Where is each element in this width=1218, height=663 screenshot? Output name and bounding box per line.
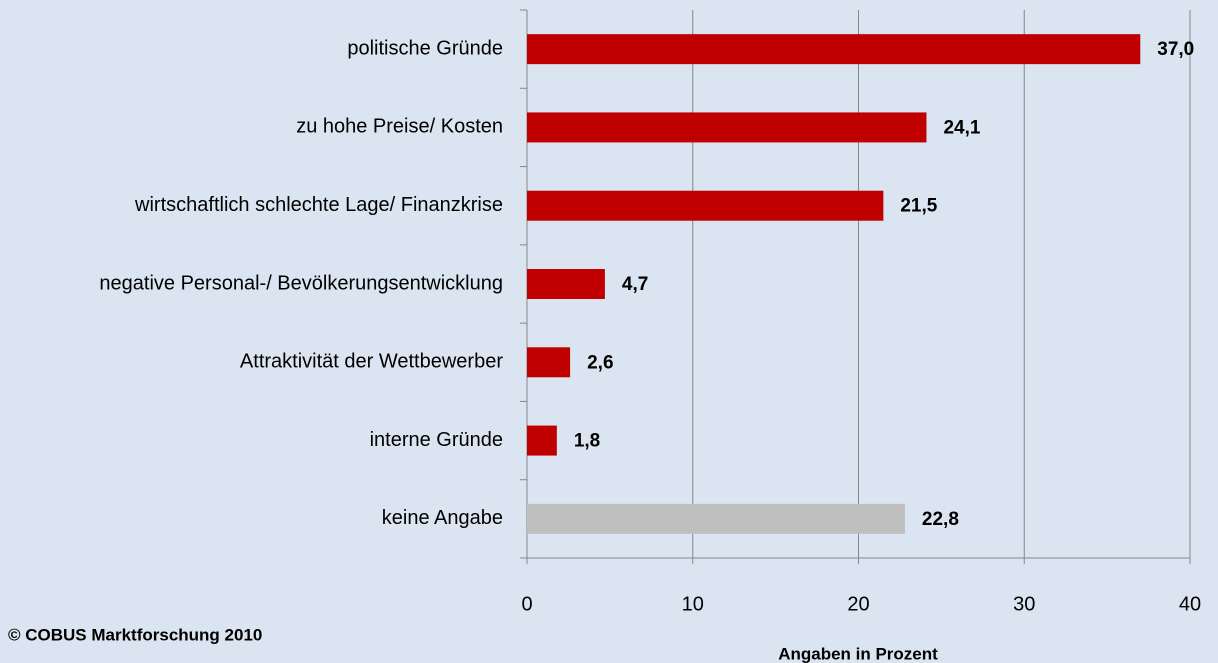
value-label: 1,8: [574, 431, 600, 452]
bar: [527, 34, 1141, 65]
y-tick-label: wirtschaftlich schlechte Lage/ Finanzkri…: [134, 194, 503, 216]
x-tick-label: 0: [521, 593, 532, 615]
x-axis-label: Angaben in Prozent: [778, 644, 938, 663]
x-tick-label: 40: [1179, 593, 1201, 615]
value-label: 22,8: [922, 509, 959, 530]
y-tick-label: politische Gründe: [347, 37, 503, 59]
x-tick-label: 10: [682, 593, 704, 615]
y-tick-label: negative Personal-/ Bevölkerungsentwickl…: [99, 272, 503, 294]
bar: [527, 112, 927, 143]
bar: [527, 347, 571, 378]
y-tick-label: zu hohe Preise/ Kosten: [296, 116, 503, 138]
x-tick-label: 20: [847, 593, 869, 615]
y-tick-label: interne Gründe: [370, 429, 503, 451]
value-label: 4,7: [622, 274, 648, 295]
value-label: 21,5: [900, 196, 937, 217]
value-label: 37,0: [1157, 39, 1194, 60]
bar: [527, 190, 884, 221]
y-tick-label: keine Angabe: [382, 507, 503, 529]
bar: [527, 503, 905, 534]
y-tick-label: Attraktivität der Wettbewerber: [240, 351, 503, 373]
value-label: 24,1: [943, 117, 980, 138]
value-label: 2,6: [587, 352, 613, 373]
bar: [527, 269, 605, 299]
x-tick-label: 30: [1013, 593, 1035, 615]
bar: [527, 425, 557, 456]
copyright-note: © COBUS Marktforschung 2010: [8, 625, 262, 644]
